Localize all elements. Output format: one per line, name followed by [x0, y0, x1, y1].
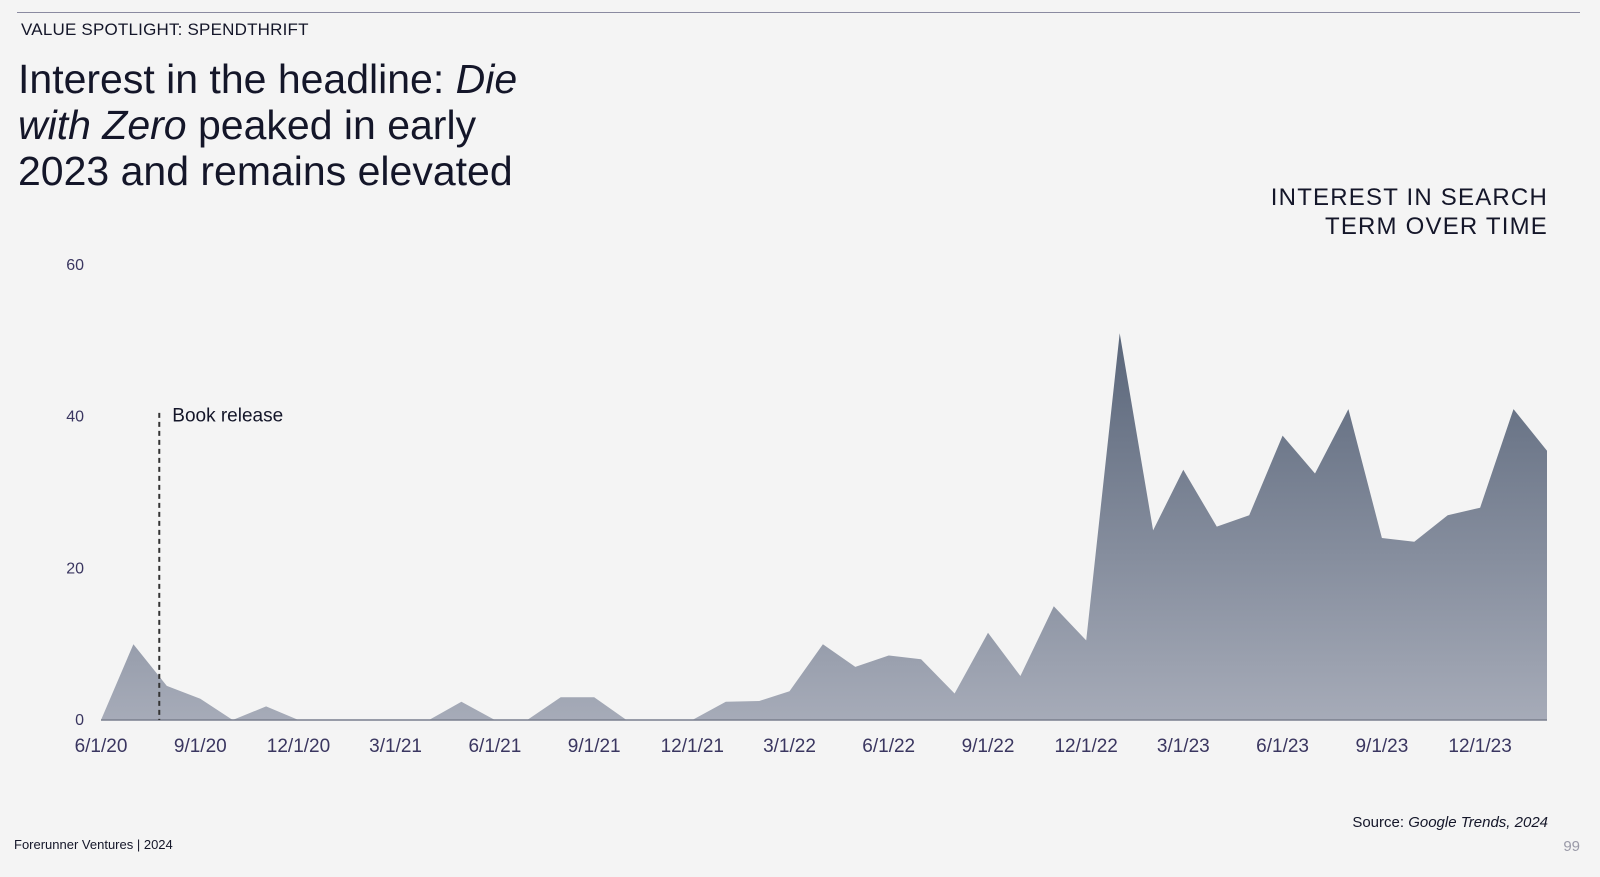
- x-tick-label: 6/1/20: [75, 736, 128, 757]
- chart-title-line1: INTEREST IN SEARCH: [1270, 184, 1548, 211]
- x-tick-label: 12/1/22: [1054, 736, 1117, 757]
- data-point-2022-05-01: [853, 665, 857, 669]
- data-point-2021-07-01: [525, 718, 529, 722]
- x-tick-label: 3/1/21: [369, 736, 422, 757]
- data-point-2023-06-01: [1281, 434, 1285, 438]
- x-tick-label: 6/1/23: [1256, 736, 1309, 757]
- data-point-2020-08-01: [165, 684, 169, 688]
- data-point-2022-04-01: [821, 642, 825, 646]
- y-axis: 0 20 40 60: [66, 257, 84, 729]
- headline-part1: Interest in the headline:: [18, 56, 456, 102]
- data-point-2020-12-01: [297, 718, 301, 722]
- x-tick-label: 6/1/22: [862, 736, 915, 757]
- headline: Interest in the headline: Die with Zero …: [18, 56, 558, 194]
- data-point-2020-06-01: [99, 718, 103, 722]
- data-point-2021-04-01: [427, 718, 431, 722]
- data-point-2020-09-01: [198, 697, 202, 701]
- data-point-2022-10-01: [1018, 674, 1022, 678]
- x-tick-label: 9/1/23: [1355, 736, 1408, 757]
- y-tick-label-20: 20: [66, 560, 84, 577]
- x-tick-label: 9/1/21: [568, 736, 621, 757]
- chart-title-line2: TERM OVER TIME: [1324, 213, 1548, 240]
- data-point-2023-12-01: [1478, 506, 1482, 510]
- x-tick-label: 12/1/21: [661, 736, 724, 757]
- data-point-2023-11-01: [1446, 513, 1450, 517]
- data-point-2021-02-01: [363, 718, 367, 722]
- data-point-2021-12-01: [690, 718, 694, 722]
- data-point-2022-03-01: [788, 689, 792, 693]
- data-point-2021-11-01: [658, 718, 662, 722]
- data-point-2021-06-01: [493, 718, 497, 722]
- data-point-2021-01-01: [330, 718, 334, 722]
- data-point-2022-06-01: [887, 654, 891, 658]
- page-number: 99: [1563, 838, 1580, 855]
- y-tick-label-0: 0: [75, 712, 84, 729]
- data-point-2022-02-01: [757, 699, 761, 703]
- x-axis: 6/1/20 9/1/20 12/1/20 3/1/21 6/1/21 9/1/21 12/…: [75, 736, 1512, 757]
- data-point-2022-12-01: [1084, 638, 1088, 642]
- data-point-2020-07-01: [131, 642, 135, 646]
- source-note: Source: Google Trends, 2024: [1352, 814, 1548, 831]
- chart-title: INTEREST IN SEARCH TERM OVER TIME: [1271, 183, 1548, 241]
- data-point-2023-08-01: [1346, 407, 1350, 411]
- x-tick-label: 9/1/22: [962, 736, 1015, 757]
- y-tick-label-40: 40: [66, 409, 84, 426]
- data-point-2022-09-01: [986, 631, 990, 635]
- data-point-2022-11-01: [1052, 604, 1056, 608]
- interest-area-series: [101, 333, 1547, 720]
- data-point-2023-05-01: [1247, 513, 1251, 517]
- data-point-2023-09-01: [1380, 536, 1384, 540]
- headline-book-title: Die with Zero: [18, 56, 518, 148]
- data-point-2020-11-01: [264, 704, 268, 708]
- data-point-2023-02-01: [1151, 528, 1155, 532]
- data-point-2021-08-01: [559, 695, 563, 699]
- source-prefix: Source:: [1352, 814, 1409, 831]
- data-point-2023-01-01: [1118, 331, 1122, 335]
- data-point-2021-03-01: [394, 718, 398, 722]
- x-tick-label: 3/1/23: [1157, 736, 1210, 757]
- data-point-2024-02-01: [1545, 449, 1549, 453]
- source-name: Google Trends, 2024: [1408, 814, 1548, 831]
- data-point-2024-01-01: [1512, 407, 1516, 411]
- x-tick-label: 12/1/23: [1448, 736, 1511, 757]
- footer-brand: Forerunner Ventures | 2024: [14, 837, 173, 852]
- x-tick-label: 12/1/20: [267, 736, 330, 757]
- book-release-label: Book release: [172, 406, 283, 427]
- section-label: VALUE SPOTLIGHT: SPENDTHRIFT: [21, 20, 309, 39]
- data-point-2021-05-01: [459, 700, 463, 704]
- data-point-2020-10-01: [231, 718, 235, 722]
- x-tick-label: 9/1/20: [174, 736, 227, 757]
- top-rule: [17, 12, 1580, 13]
- data-point-2023-03-01: [1181, 468, 1185, 472]
- headline-part2: peaked in early 2023 and remains elevate…: [18, 102, 513, 194]
- data-point-2023-07-01: [1313, 472, 1317, 476]
- data-point-2023-10-01: [1412, 540, 1416, 544]
- x-tick-label: 6/1/21: [468, 736, 521, 757]
- data-point-2021-09-01: [592, 695, 596, 699]
- x-tick-label: 3/1/22: [763, 736, 816, 757]
- data-point-2022-01-01: [724, 700, 728, 704]
- data-point-2022-08-01: [953, 692, 957, 696]
- data-point-2023-04-01: [1215, 525, 1219, 529]
- data-point-2022-07-01: [919, 657, 923, 661]
- y-tick-label-60: 60: [66, 257, 84, 274]
- data-point-2021-10-01: [625, 718, 629, 722]
